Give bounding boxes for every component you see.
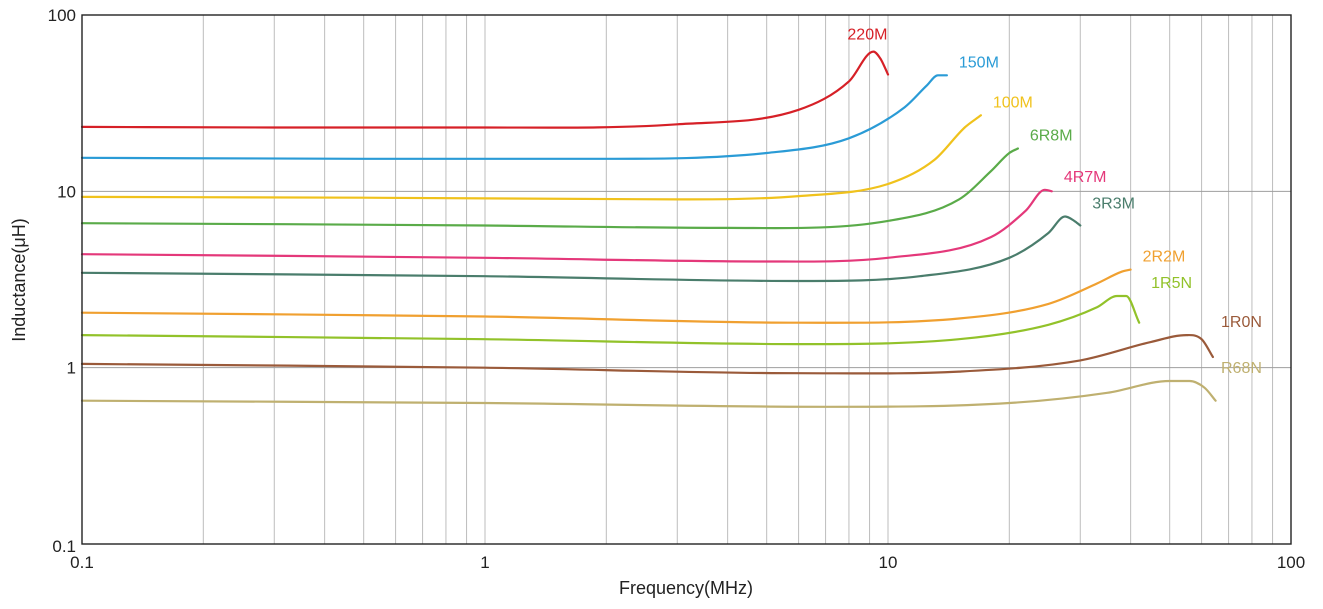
series-line-3r3m [80, 215, 1082, 283]
series-line-1r5n [80, 294, 1141, 346]
series-line-6r8m [80, 147, 1019, 230]
plot-frame [81, 14, 1292, 545]
y-tick-label: 1 [67, 359, 76, 378]
series-line-r68n [80, 379, 1217, 408]
series-label-3r3m: 3R3M [1092, 195, 1135, 212]
y-axis-title: Inductance(μH) [9, 218, 29, 341]
y-axis-ticks: 0.1 1 10 100 [48, 6, 76, 556]
series-line-4r7m [80, 188, 1053, 263]
x-axis-title: Frequency(MHz) [619, 578, 753, 598]
y-tick-label: 10 [57, 182, 76, 201]
series-label-4r7m: 4R7M [1064, 169, 1107, 186]
series-label-2r2m: 2R2M [1143, 249, 1186, 266]
y-tick-label: 0.1 [52, 537, 76, 556]
series-label-1r5n: 1R5N [1151, 275, 1192, 292]
series-line-1r0n [80, 333, 1214, 375]
series-labels: 220M 150M 100M 6R8M 4R7M 3R3M 2R2M 1R5N 1R0N R68N [847, 27, 1261, 377]
series-group [80, 50, 1217, 408]
y-tick-label: 100 [48, 6, 76, 25]
series-label-1r0n: 1R0N [1221, 314, 1262, 331]
series-label-6r8m: 6R8M [1030, 127, 1073, 144]
series-line-220m [80, 50, 890, 129]
x-tick-label: 100 [1277, 553, 1305, 572]
series-label-100m: 100M [993, 94, 1033, 111]
series-line-150m [80, 74, 948, 160]
x-tick-label: 1 [480, 553, 489, 572]
x-tick-label: 0.1 [70, 553, 94, 572]
series-line-2r2m [80, 268, 1132, 324]
series-label-r68n: R68N [1221, 360, 1262, 377]
series-line-100m [80, 114, 982, 201]
x-axis-ticks: 0.1 1 10 100 [70, 553, 1305, 572]
series-label-150m: 150M [959, 54, 999, 71]
series-label-220m: 220M [847, 27, 887, 44]
x-tick-label: 10 [879, 553, 898, 572]
